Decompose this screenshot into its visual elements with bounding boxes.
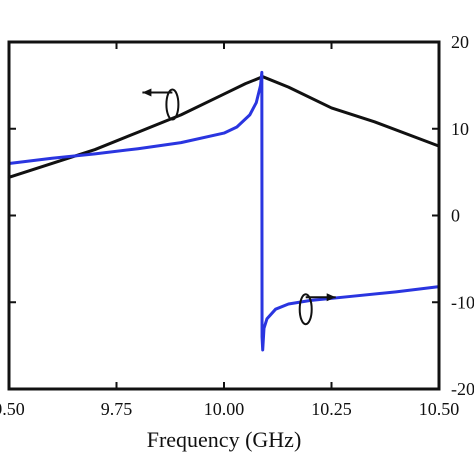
y2-tick-label: 10	[451, 119, 469, 139]
x-tick-label: 10.25	[311, 399, 352, 419]
y2-tick-label: -20	[451, 379, 474, 399]
annotation-layer	[142, 88, 336, 326]
axis-indicator-ring-1	[165, 88, 180, 121]
x-tick-label: 9.75	[101, 399, 133, 419]
axis-indicator-ring-2	[298, 293, 313, 326]
axis-indicator-arrowhead-1	[142, 88, 152, 97]
axis-indicator-arrowhead-2	[326, 293, 336, 302]
x-tick-label: 9.50	[0, 399, 25, 419]
x-tick-label: 10.00	[204, 399, 245, 419]
y2-tick-label: 0	[451, 206, 460, 226]
x-tick-label: 10.50	[419, 399, 460, 419]
y2-tick-label: 20	[451, 32, 469, 52]
y2-tick-label: -10	[451, 292, 474, 312]
series-layer	[7, 70, 441, 352]
series-line-1	[7, 75, 441, 179]
tick-layer: 9.50 9.75 10.00 10.25 10.50-20 -10 0 10 20	[0, 32, 474, 419]
series-line-2	[7, 70, 441, 352]
x-axis-title: Frequency (GHz)	[147, 427, 302, 452]
plot-background	[9, 42, 439, 389]
